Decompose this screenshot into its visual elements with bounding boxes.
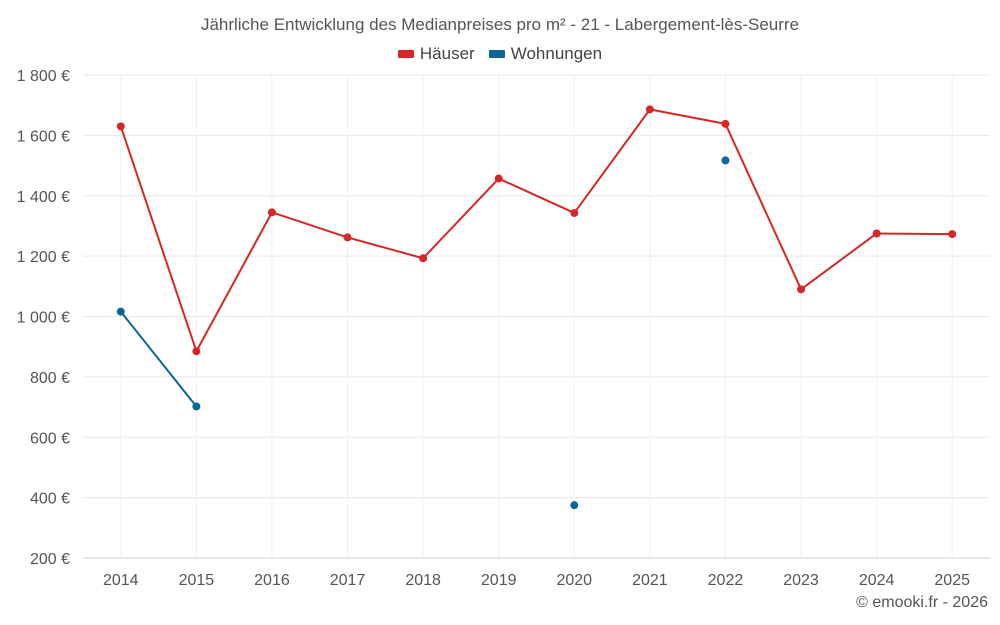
x-tick-label: 2017 xyxy=(330,572,366,589)
series-line-haeuser xyxy=(648,108,727,125)
data-point-haeuser[interactable] xyxy=(645,105,654,114)
series-line-haeuser xyxy=(119,125,198,353)
series-line-wohnungen xyxy=(119,310,198,408)
x-tick-label: 2015 xyxy=(179,572,215,589)
series-line-haeuser xyxy=(346,236,425,260)
legend-swatch-wohnungen xyxy=(488,50,505,58)
data-point-haeuser[interactable] xyxy=(872,229,881,238)
y-tick-label: 800 € xyxy=(30,370,70,387)
data-point-haeuser[interactable] xyxy=(267,208,276,217)
credit-text: © emooki.fr - 2026 xyxy=(856,594,988,611)
y-tick-label: 1 000 € xyxy=(17,310,70,327)
data-point-wohnungen[interactable] xyxy=(721,156,730,165)
x-tick-label: 2022 xyxy=(708,572,744,589)
y-tick-label: 1 200 € xyxy=(17,249,70,266)
legend-swatch-haeuser xyxy=(397,50,414,58)
legend-item-wohnungen[interactable]: Wohnungen xyxy=(488,44,603,64)
series-line-haeuser xyxy=(875,232,954,236)
data-point-haeuser[interactable] xyxy=(116,122,125,131)
chart-legend: Häuser Wohnungen xyxy=(0,44,1000,64)
data-point-wohnungen[interactable] xyxy=(570,501,579,510)
data-point-haeuser[interactable] xyxy=(343,233,352,242)
y-tick-label: 200 € xyxy=(30,551,70,568)
y-tick-label: 400 € xyxy=(30,491,70,508)
x-tick-label: 2014 xyxy=(103,572,139,589)
x-tick-label: 2023 xyxy=(783,572,819,589)
x-tick-label: 2020 xyxy=(556,572,592,589)
series-line-haeuser xyxy=(270,211,349,239)
data-point-haeuser[interactable] xyxy=(797,285,806,294)
legend-item-haeuser[interactable]: Häuser xyxy=(397,44,475,64)
x-tick-label: 2025 xyxy=(934,572,970,589)
series-line-haeuser xyxy=(573,108,651,214)
data-point-haeuser[interactable] xyxy=(570,208,579,217)
data-point-haeuser[interactable] xyxy=(494,174,503,183)
data-point-haeuser[interactable] xyxy=(192,347,201,356)
y-tick-label: 1 800 € xyxy=(17,68,70,85)
series-line-haeuser xyxy=(195,211,273,353)
series-line-haeuser xyxy=(724,122,803,291)
x-tick-label: 2021 xyxy=(632,572,668,589)
legend-label-wohnungen: Wohnungen xyxy=(510,44,603,63)
data-point-wohnungen[interactable] xyxy=(192,402,201,411)
y-tick-label: 1 400 € xyxy=(17,189,70,206)
series-line-haeuser xyxy=(422,177,500,260)
series-line-haeuser xyxy=(497,177,576,214)
data-point-haeuser[interactable] xyxy=(721,119,730,128)
data-point-haeuser[interactable] xyxy=(948,230,957,239)
x-tick-label: 2019 xyxy=(481,572,517,589)
chart-title: Jährliche Entwicklung des Medianpreises … xyxy=(200,15,800,34)
x-tick-label: 2016 xyxy=(254,572,290,589)
x-tick-label: 2024 xyxy=(859,572,895,589)
data-point-wohnungen[interactable] xyxy=(116,307,125,316)
legend-label-haeuser: Häuser xyxy=(419,44,475,63)
data-point-haeuser[interactable] xyxy=(419,254,428,263)
series-line-haeuser xyxy=(800,232,878,291)
y-tick-label: 1 600 € xyxy=(17,128,70,145)
x-tick-label: 2018 xyxy=(405,572,441,589)
y-tick-label: 600 € xyxy=(30,430,70,447)
